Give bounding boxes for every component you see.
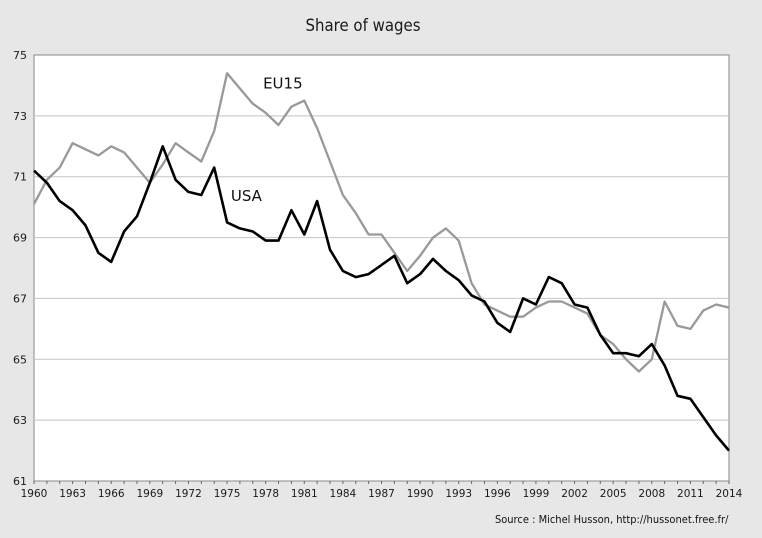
x-tick-label: 1996 (484, 488, 511, 500)
series-label-eu15: EU15 (263, 74, 303, 92)
y-tick-label: 61 (13, 475, 27, 488)
grid-lines (34, 115, 729, 421)
source-note: Source : Michel Husson, http://hussonet.… (494, 513, 728, 526)
x-tick-label: 1984 (330, 488, 357, 500)
x-tick-label: 2008 (638, 488, 665, 500)
series-lines (32, 72, 730, 452)
y-tick-label: 71 (13, 171, 27, 184)
x-tick-label: 1978 (252, 488, 279, 500)
y-tick-label: 67 (13, 292, 27, 305)
x-tick-label: 1981 (291, 488, 318, 500)
series-labels: EU15 USA (231, 74, 303, 205)
x-tick-label: 2002 (561, 488, 588, 500)
x-tick-label: 1972 (175, 488, 202, 500)
y-tick-label: 73 (13, 110, 27, 123)
x-tick-label: 1975 (214, 488, 241, 500)
x-tick-label: 1987 (368, 488, 395, 500)
x-tick-label: 1993 (445, 488, 472, 500)
plot-background (33, 54, 730, 482)
x-tick-label: 1966 (98, 488, 125, 500)
plot-area (33, 54, 730, 482)
x-tick-label: 1969 (136, 488, 163, 500)
series-label-usa: USA (231, 187, 263, 205)
x-tick-label: 2014 (716, 488, 743, 500)
x-tick-label: 2005 (600, 488, 627, 500)
x-tick-label: 1999 (523, 488, 550, 500)
y-tick-label: 65 (13, 353, 27, 366)
y-tick-label: 75 (13, 49, 27, 62)
x-axis: 1960 1963 1966 1969 1972 1975 1978 1981 1984 1987… (21, 481, 743, 500)
x-tick-label: 2011 (677, 488, 704, 500)
y-tick-label: 63 (13, 414, 27, 427)
x-tick-label: 1963 (59, 488, 86, 500)
series-line-usa (33, 145, 730, 452)
y-tick-label: 69 (13, 232, 27, 245)
x-tick-label: 1990 (407, 488, 434, 500)
chart-title: Share of wages (305, 16, 421, 36)
x-tick-label: 1960 (21, 488, 48, 500)
y-axis: 61 63 65 67 69 71 73 75 (13, 49, 27, 488)
